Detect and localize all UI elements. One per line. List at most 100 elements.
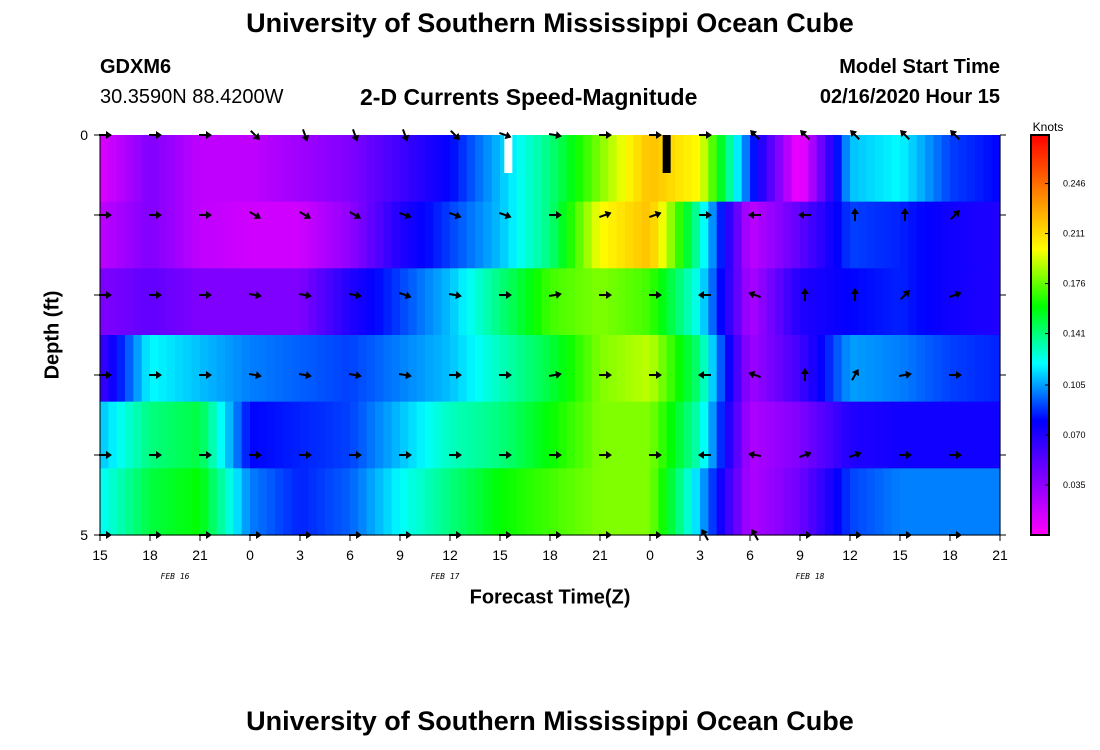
heatmap-cell <box>641 268 651 336</box>
heatmap-cell <box>225 268 234 336</box>
heatmap-cell <box>116 268 126 336</box>
heatmap-cell <box>708 468 718 536</box>
current-arrow-head <box>850 130 858 138</box>
current-arrow-head <box>305 371 312 380</box>
heatmap-cell <box>983 135 993 203</box>
current-arrow <box>748 370 761 379</box>
heatmap-cell <box>791 401 801 469</box>
x-tick-label: 9 <box>396 547 404 563</box>
current-arrow-head <box>656 131 662 139</box>
heatmap-cell <box>766 201 776 269</box>
current-arrow-head <box>852 368 859 377</box>
heatmap-cell <box>950 335 959 403</box>
colorbar-units-label: Knots <box>1032 120 1064 134</box>
heatmap-cell <box>975 268 984 336</box>
current-arrow-head <box>452 132 460 140</box>
y-tick-label: 5 <box>80 527 88 543</box>
heatmap-cell <box>316 201 326 269</box>
heatmap-cell <box>616 468 626 536</box>
heatmap-cell <box>291 335 301 403</box>
heatmap-cell <box>600 335 609 403</box>
heatmap-cell <box>191 268 201 336</box>
current-arrow <box>950 130 960 140</box>
heatmap-cell <box>183 201 193 269</box>
current-arrow-head <box>906 451 912 459</box>
heatmap-cell <box>108 401 118 469</box>
heatmap-cell <box>133 335 143 403</box>
heatmap-cell <box>558 201 568 269</box>
heatmap-cell <box>258 401 268 469</box>
heatmap-cell <box>816 335 826 403</box>
heatmap-cell <box>383 201 393 269</box>
current-arrow-head <box>206 371 212 379</box>
heatmap-cell <box>933 268 943 336</box>
heatmap-cell <box>775 135 784 203</box>
heatmap-cell <box>300 201 309 269</box>
current-arrow <box>499 371 512 379</box>
heatmap-cell <box>691 135 701 203</box>
heatmap-cell <box>208 468 218 536</box>
current-arrow <box>248 371 262 380</box>
heatmap-cell <box>391 201 401 269</box>
heatmap-cell <box>108 135 118 203</box>
heatmap-cell <box>375 335 384 403</box>
heatmap-cell <box>700 201 709 269</box>
x-tick-label: 18 <box>142 547 158 563</box>
heatmap-cell <box>883 201 893 269</box>
heatmap-cell <box>550 401 559 469</box>
current-arrow-head <box>355 371 362 380</box>
heatmap-cell <box>875 268 884 336</box>
colorbar-tick-label: 0.070 <box>1063 430 1086 440</box>
heatmap-cell <box>875 401 884 469</box>
heatmap-cell <box>808 335 818 403</box>
heatmap-cell <box>183 401 193 469</box>
heatmap-cell <box>250 135 259 203</box>
heatmap-cell <box>291 201 301 269</box>
current-arrow-head <box>902 290 910 298</box>
heatmap-cell <box>341 201 351 269</box>
heatmap-cell <box>858 135 868 203</box>
heatmap-cell <box>808 468 818 536</box>
heatmap-cell <box>958 401 968 469</box>
heatmap-cell <box>708 268 718 336</box>
current-arrow-head <box>306 451 312 459</box>
heatmap-cell <box>350 401 359 469</box>
heatmap-cell <box>475 468 484 536</box>
heatmap-cell <box>466 135 476 203</box>
current-arrow-head <box>750 130 758 138</box>
heatmap-cell <box>900 135 909 203</box>
x-tick-label: 9 <box>796 547 804 563</box>
heatmap-cell <box>558 401 568 469</box>
heatmap-cell <box>208 268 218 336</box>
model-start-value: 02/16/2020 Hour 15 <box>819 86 1000 108</box>
heatmap-cell <box>316 135 326 203</box>
heatmap-cell <box>141 335 151 403</box>
heatmap-cell <box>916 335 926 403</box>
heatmap-cell <box>533 135 543 203</box>
heatmap-cell <box>783 135 793 203</box>
heatmap-cell <box>625 401 634 469</box>
heatmap-cell <box>800 268 809 336</box>
heatmap-cell <box>208 201 218 269</box>
heatmap-cell <box>133 468 143 536</box>
heatmap-cell <box>675 201 684 269</box>
current-arrow <box>949 451 962 459</box>
heatmap-cell <box>691 268 701 336</box>
heatmap-cell <box>525 335 534 403</box>
colorbar-tick-label: 0.246 <box>1063 179 1086 189</box>
heatmap-cell <box>566 268 576 336</box>
heatmap-cell <box>566 201 576 269</box>
heatmap-cell <box>591 335 601 403</box>
current-arrow <box>649 451 662 459</box>
heatmap-cell <box>350 468 359 536</box>
heatmap-cell <box>933 135 943 203</box>
current-arrow <box>298 371 312 380</box>
heatmap-cell <box>533 401 543 469</box>
heatmap-cell <box>975 201 984 269</box>
heatmap-cell <box>283 401 293 469</box>
heatmap-cell <box>725 401 734 469</box>
heatmap-cell <box>741 468 751 536</box>
heatmap-cell <box>500 268 509 336</box>
heatmap-cell <box>991 468 1001 536</box>
heatmap-cell <box>283 268 293 336</box>
